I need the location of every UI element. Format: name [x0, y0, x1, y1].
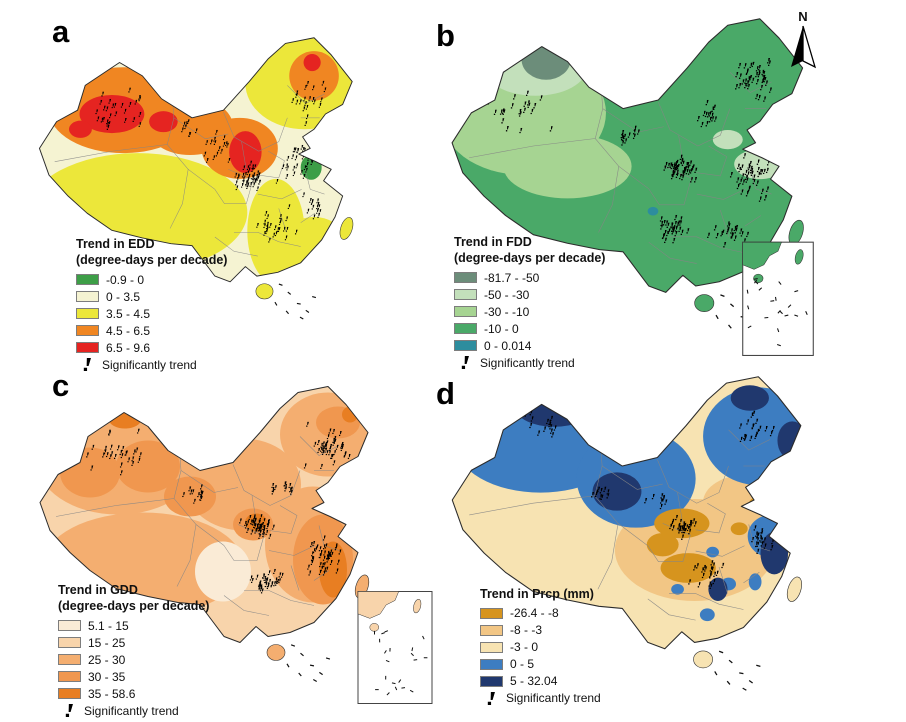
legend-row: 3.5 - 4.5	[76, 307, 227, 321]
legend-subtitle: (degree-days per decade)	[58, 599, 210, 614]
legend-swatch	[76, 274, 99, 285]
legend-row: 5 - 32.04	[480, 674, 601, 688]
legend-label: 5.1 - 15	[88, 618, 129, 633]
legend-subtitle: (degree-days per decade)	[454, 251, 606, 266]
legend-label: 0 - 0.014	[484, 338, 532, 353]
panel-letter-c: c	[52, 368, 70, 403]
legend-swatch	[76, 342, 99, 353]
legend-label: -10 - 0	[484, 321, 519, 336]
legend-label: -8 - -3	[510, 623, 543, 638]
legend-title: Trend in FDD	[454, 235, 532, 249]
legend-row: 30 - 35	[58, 670, 209, 684]
legend-significance-row: Significantly trend	[58, 704, 209, 718]
panel-letter-a: a	[52, 14, 70, 49]
legend-fdd: Trend in FDD (degree-days per decade) -8…	[454, 234, 605, 373]
panel-a: a Trend in EDD (degree-days per decade) …	[28, 8, 438, 372]
legend-label: -0.9 - 0	[106, 272, 145, 287]
legend-subtitle: (degree-days per decade)	[76, 253, 228, 268]
legend-row: -26.4 - -8	[480, 606, 601, 620]
legend-row: -8 - -3	[480, 623, 601, 637]
significance-marker-icon	[487, 692, 496, 705]
legend-swatch	[480, 607, 503, 619]
panel-letter-b: b	[436, 18, 455, 53]
significance-marker-icon	[461, 356, 470, 369]
legend-swatch	[480, 675, 503, 687]
legend-row: 0 - 5	[480, 657, 601, 671]
legend-row: -0.9 - 0	[76, 273, 227, 287]
map-china-gdd	[39, 386, 433, 704]
legend-label: 0 - 5	[510, 657, 535, 672]
legend-swatch	[58, 637, 81, 648]
legend-row: 6.5 - 9.6	[76, 341, 227, 355]
north-arrow: N	[786, 10, 820, 74]
legend-title: Trend in Prcp (mm)	[480, 587, 594, 601]
legend-label: 25 - 30	[88, 652, 126, 667]
legend-swatch	[58, 688, 81, 699]
legend-row: 0 - 0.014	[454, 339, 605, 353]
legend-row: 5.1 - 15	[58, 619, 209, 633]
legend-label: 30 - 35	[88, 669, 126, 684]
panel-letter-d: d	[436, 376, 455, 411]
legend-label: Significantly trend	[480, 355, 575, 370]
map-china-fdd	[451, 18, 814, 356]
legend-swatch	[76, 325, 99, 336]
map-china-prcp	[451, 376, 803, 691]
legend-row: -3 - 0	[480, 640, 601, 654]
legend-title: Trend in GDD	[58, 583, 138, 597]
legend-label: Significantly trend	[506, 691, 601, 706]
legend-swatch	[454, 272, 477, 283]
legend-row: 4.5 - 6.5	[76, 324, 227, 338]
legend-row: 25 - 30	[58, 653, 209, 667]
legend-row: 15 - 25	[58, 636, 209, 650]
legend-swatch	[480, 624, 503, 636]
legend-label: 0 - 3.5	[106, 289, 141, 304]
legend-swatch	[480, 641, 503, 653]
legend-row: -50 - -30	[454, 288, 605, 302]
legend-label: -3 - 0	[510, 640, 539, 655]
legend-label: -81.7 - -50	[484, 270, 540, 285]
compass-icon	[791, 25, 817, 69]
panel-d: d Trend in Prcp (mm) -26.4 - -8 -8 - -3 …	[430, 364, 906, 720]
legend-prcp: Trend in Prcp (mm) -26.4 - -8 -8 - -3 -3…	[480, 586, 601, 708]
legend-swatch	[454, 306, 477, 317]
panel-c: c Trend in GDD (degree-days per decade) …	[28, 364, 458, 720]
legend-label: 3.5 - 4.5	[106, 306, 151, 321]
legend-swatch	[454, 323, 477, 334]
significance-marker-icon	[65, 704, 74, 717]
legend-row: -81.7 - -50	[454, 271, 605, 285]
legend-label: 35 - 58.6	[88, 686, 136, 701]
legend-row: 0 - 3.5	[76, 290, 227, 304]
legend-swatch	[76, 308, 99, 319]
legend-label: Significantly trend	[102, 357, 197, 372]
legend-label: 5 - 32.04	[510, 674, 558, 689]
legend-edd: Trend in EDD (degree-days per decade) -0…	[76, 236, 227, 375]
legend-swatch	[76, 291, 99, 302]
legend-label: 15 - 25	[88, 635, 126, 650]
legend-significance-row: Significantly trend	[454, 356, 605, 370]
legend-label: -26.4 - -8	[510, 606, 559, 621]
legend-title: Trend in EDD	[76, 237, 155, 251]
significance-marker-icon	[83, 358, 92, 371]
legend-row: -30 - -10	[454, 305, 605, 319]
legend-significance-row: Significantly trend	[76, 358, 227, 372]
north-label: N	[798, 9, 808, 24]
legend-swatch	[58, 654, 81, 665]
legend-swatch	[454, 340, 477, 351]
legend-swatch	[480, 658, 503, 670]
legend-row: 35 - 58.6	[58, 687, 209, 701]
legend-significance-row: Significantly trend	[480, 691, 601, 705]
legend-swatch	[58, 620, 81, 631]
legend-label: -30 - -10	[484, 304, 530, 319]
panel-b: b Trend in FDD (degree-days per decade) …	[432, 6, 906, 370]
legend-label: Significantly trend	[84, 703, 179, 718]
legend-label: -50 - -30	[484, 287, 530, 302]
legend-label: 4.5 - 6.5	[106, 323, 151, 338]
legend-label: 6.5 - 9.6	[106, 340, 151, 355]
legend-row: -10 - 0	[454, 322, 605, 336]
map-china-edd	[38, 37, 354, 320]
legend-gdd: Trend in GDD (degree-days per decade) 5.…	[58, 582, 209, 721]
legend-swatch	[58, 671, 81, 682]
legend-swatch	[454, 289, 477, 300]
